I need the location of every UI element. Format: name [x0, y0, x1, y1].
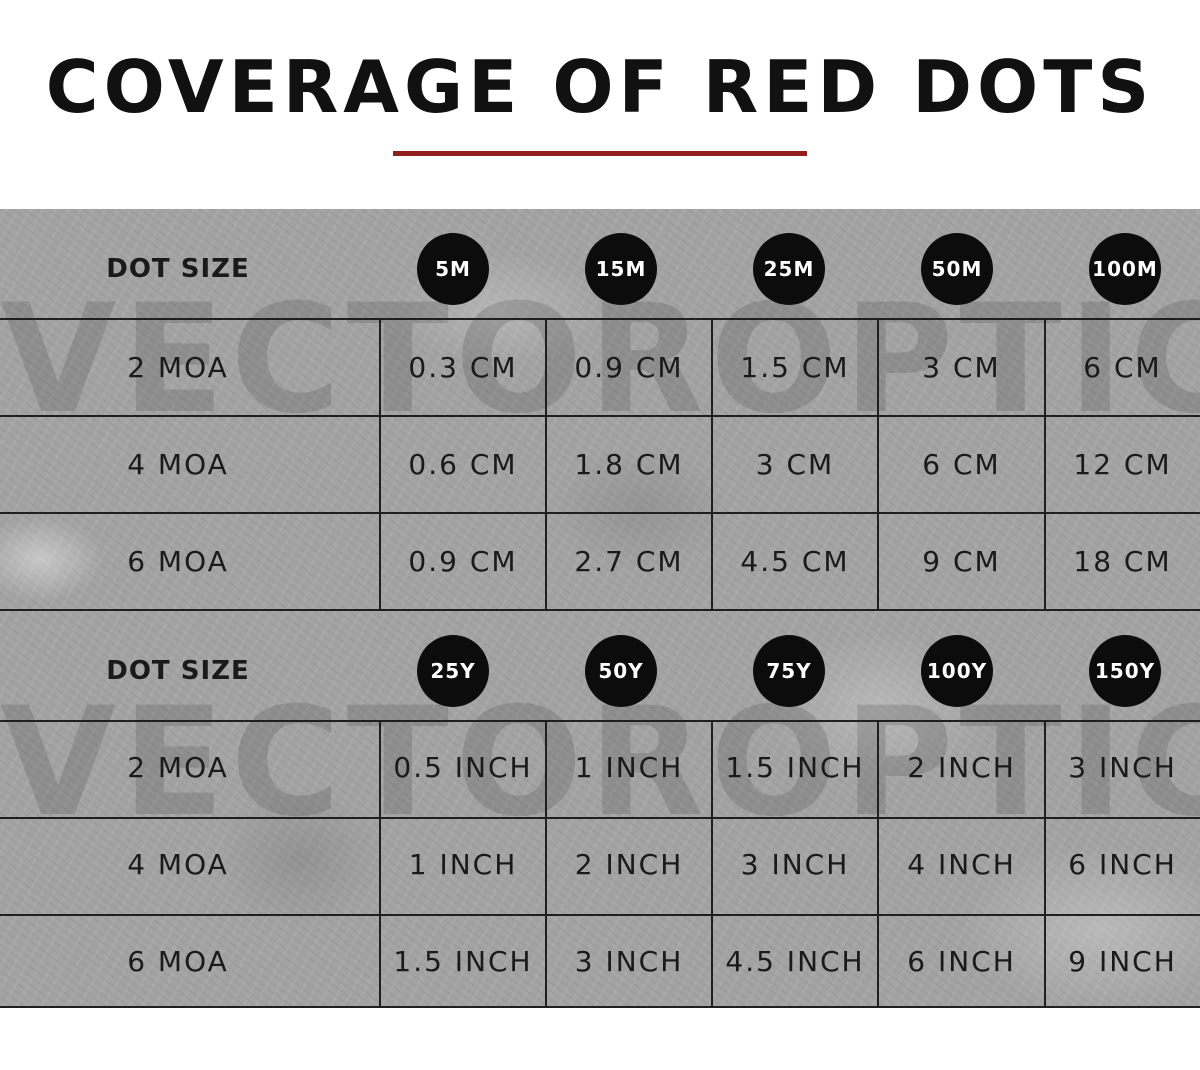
imperial-value-cell: 1 INCH: [574, 750, 684, 784]
imperial-value-cell: 6 INCH: [1068, 847, 1177, 881]
imperial-row-label: 6 MOA: [127, 944, 229, 978]
imperial-row-divider: [0, 720, 1200, 722]
imperial-column-divider: [711, 721, 713, 1007]
metric-value-cell: 1.8 CM: [574, 448, 684, 481]
imperial-value-cell: 1.5 INCH: [393, 944, 533, 978]
imperial-value-cell: 6 INCH: [907, 944, 1016, 978]
metric-row-divider: [0, 512, 1200, 514]
metric-column-divider: [379, 319, 381, 610]
imperial-value-cell: 0.5 INCH: [393, 750, 533, 784]
imperial-value-cell: 2 INCH: [574, 847, 684, 881]
metric-row-label: 2 MOA: [127, 351, 229, 384]
metric-distance-badge: 25M: [753, 233, 825, 305]
imperial-row-divider: [0, 1006, 1200, 1008]
metric-value-cell: 0.9 CM: [574, 351, 684, 384]
metric-value-cell: 3 CM: [922, 351, 1001, 384]
imperial-value-cell: 1.5 INCH: [725, 750, 865, 784]
imperial-value-cell: 3 INCH: [1068, 750, 1177, 784]
imperial-distance-badge: 50Y: [585, 635, 657, 707]
imperial-distance-badge: 100Y: [921, 635, 993, 707]
metric-distance-badge: 50M: [921, 233, 993, 305]
imperial-value-cell: 9 INCH: [1068, 944, 1177, 978]
imperial-value-cell: 1 INCH: [408, 847, 518, 881]
title-underline: [393, 151, 807, 156]
imperial-value-cell: 3 INCH: [574, 944, 684, 978]
watermark-top: VECTOROPTICS: [0, 273, 1200, 447]
imperial-distance-badge: 25Y: [417, 635, 489, 707]
metric-column-divider: [1044, 319, 1046, 610]
metric-value-cell: 1.5 CM: [740, 351, 850, 384]
imperial-value-cell: 3 INCH: [740, 847, 850, 881]
metric-column-divider: [545, 319, 547, 610]
metric-value-cell: 4.5 CM: [740, 545, 850, 578]
metric-row-divider: [0, 609, 1200, 611]
metric-value-cell: 6 CM: [1083, 351, 1162, 384]
imperial-value-cell: 4 INCH: [907, 847, 1016, 881]
metric-header-label: DOT SIZE: [106, 254, 250, 284]
imperial-row-label: 4 MOA: [127, 847, 229, 881]
imperial-distance-badge: 75Y: [753, 635, 825, 707]
imperial-row-divider: [0, 817, 1200, 819]
metric-value-cell: 3 CM: [755, 448, 835, 481]
imperial-row-label: 2 MOA: [127, 750, 229, 784]
metric-value-cell: 2.7 CM: [574, 545, 684, 578]
imperial-value-cell: 4.5 INCH: [725, 944, 865, 978]
imperial-distance-badge: 150Y: [1089, 635, 1161, 707]
imperial-column-divider: [545, 721, 547, 1007]
metric-distance-badge: 100M: [1089, 233, 1161, 305]
metric-column-divider: [711, 319, 713, 610]
imperial-row-divider: [0, 914, 1200, 916]
metric-value-cell: 18 CM: [1073, 545, 1172, 578]
metric-value-cell: 0.3 CM: [408, 351, 518, 384]
metric-distance-badge: 5M: [417, 233, 489, 305]
metric-row-divider: [0, 415, 1200, 417]
metric-value-cell: 0.9 CM: [408, 545, 518, 578]
imperial-value-cell: 2 INCH: [907, 750, 1016, 784]
metric-row-label: 4 MOA: [127, 448, 229, 481]
metric-row-label: 6 MOA: [127, 545, 229, 578]
imperial-column-divider: [1044, 721, 1046, 1007]
coverage-panel: [0, 209, 1200, 1007]
metric-row-divider: [0, 318, 1200, 320]
imperial-header-label: DOT SIZE: [106, 656, 250, 686]
imperial-column-divider: [877, 721, 879, 1007]
metric-value-cell: 6 CM: [922, 448, 1001, 481]
metric-column-divider: [877, 319, 879, 610]
metric-value-cell: 12 CM: [1073, 448, 1172, 481]
imperial-column-divider: [379, 721, 381, 1007]
page-title: COVERAGE OF RED DOTS: [45, 45, 1155, 129]
metric-value-cell: 9 CM: [922, 545, 1001, 578]
metric-distance-badge: 15M: [585, 233, 657, 305]
metric-value-cell: 0.6 CM: [408, 448, 518, 481]
watermark-bottom: VECTOROPTICS: [0, 676, 1200, 850]
